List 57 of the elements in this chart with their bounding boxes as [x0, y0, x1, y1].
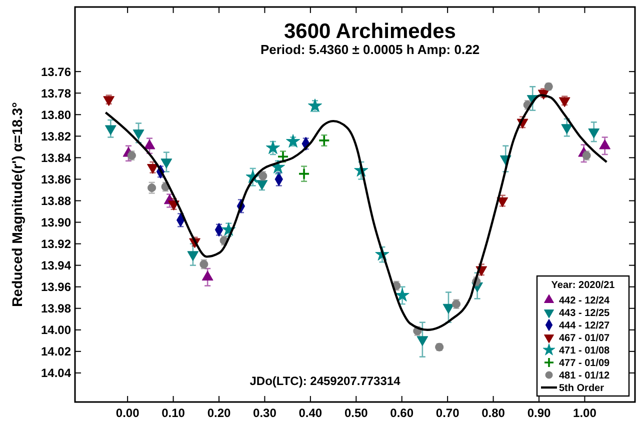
point — [286, 134, 300, 148]
annotation: JDo(LTC): 2459207.773314 — [250, 374, 401, 388]
point — [561, 124, 573, 134]
y-tick-label: 13.82 — [40, 129, 72, 144]
point — [160, 158, 172, 169]
point — [588, 128, 600, 138]
x-tick-label: 0.20 — [207, 406, 231, 420]
point — [395, 288, 410, 302]
point — [308, 98, 322, 112]
y-tick-label: 14.02 — [40, 344, 72, 359]
y-axis-title: Reduced Magnitude(r') α=18.3° — [9, 102, 25, 307]
x-tick-label: 0.50 — [344, 406, 368, 420]
y-tick-label: 13.92 — [40, 236, 72, 251]
point — [202, 270, 214, 281]
x-tick-label: 0.10 — [162, 406, 186, 420]
point — [266, 140, 280, 154]
point — [298, 168, 310, 180]
y-tick-label: 13.98 — [40, 302, 72, 316]
point — [104, 125, 116, 136]
y-tick-label: 13.96 — [40, 280, 72, 294]
x-tick-label: 0.30 — [253, 406, 277, 420]
x-tick-label: 0.70 — [436, 406, 460, 420]
legend-label: 481 - 01/12 — [559, 370, 610, 382]
point — [147, 164, 158, 174]
x-tick-label: 0.60 — [390, 406, 414, 420]
y-tick-label: 13.80 — [40, 108, 72, 122]
legend-label: 443 - 12/25 — [559, 308, 610, 319]
y-tick-label: 13.84 — [40, 150, 72, 165]
y-tick-label: 14.00 — [40, 323, 72, 338]
y-tick-label: 13.88 — [40, 194, 72, 208]
y-tick-label: 13.76 — [40, 64, 72, 79]
y-tick-label: 13.94 — [40, 258, 72, 273]
x-tick-label: 0.00 — [116, 406, 140, 420]
x-tick-label: 0.40 — [298, 406, 322, 420]
point — [270, 160, 286, 174]
legend-label: 477 - 01/09 — [559, 358, 610, 369]
legend-label: 5th Order — [559, 383, 604, 394]
point — [148, 184, 156, 192]
y-tick-label: 13.78 — [40, 86, 72, 100]
y-tick-label: 13.86 — [40, 172, 72, 186]
legend-label: 442 - 12/24 — [559, 296, 610, 306]
x-tick-label: 0.90 — [527, 406, 551, 420]
legend-label: 471 - 01/08 — [559, 346, 610, 356]
point — [256, 180, 268, 190]
text: 3600 Archimedes — [284, 20, 456, 43]
text: Period: 5.4360 ± 0.0005 h Amp: 0.22 — [260, 42, 480, 57]
point — [132, 130, 144, 140]
point — [103, 96, 115, 106]
point — [318, 134, 330, 146]
point — [496, 197, 508, 208]
x-tick-label: 1.00 — [573, 406, 597, 420]
legend-label: 467 - 01/07 — [559, 333, 610, 344]
legend-title: Year: 2020/21 — [551, 280, 616, 291]
x-tick-label: 0.80 — [482, 406, 506, 420]
legend-label: 444 - 12/27 — [559, 320, 610, 332]
y-tick-label: 13.90 — [40, 215, 72, 230]
y-tick-label: 14.04 — [40, 366, 72, 380]
